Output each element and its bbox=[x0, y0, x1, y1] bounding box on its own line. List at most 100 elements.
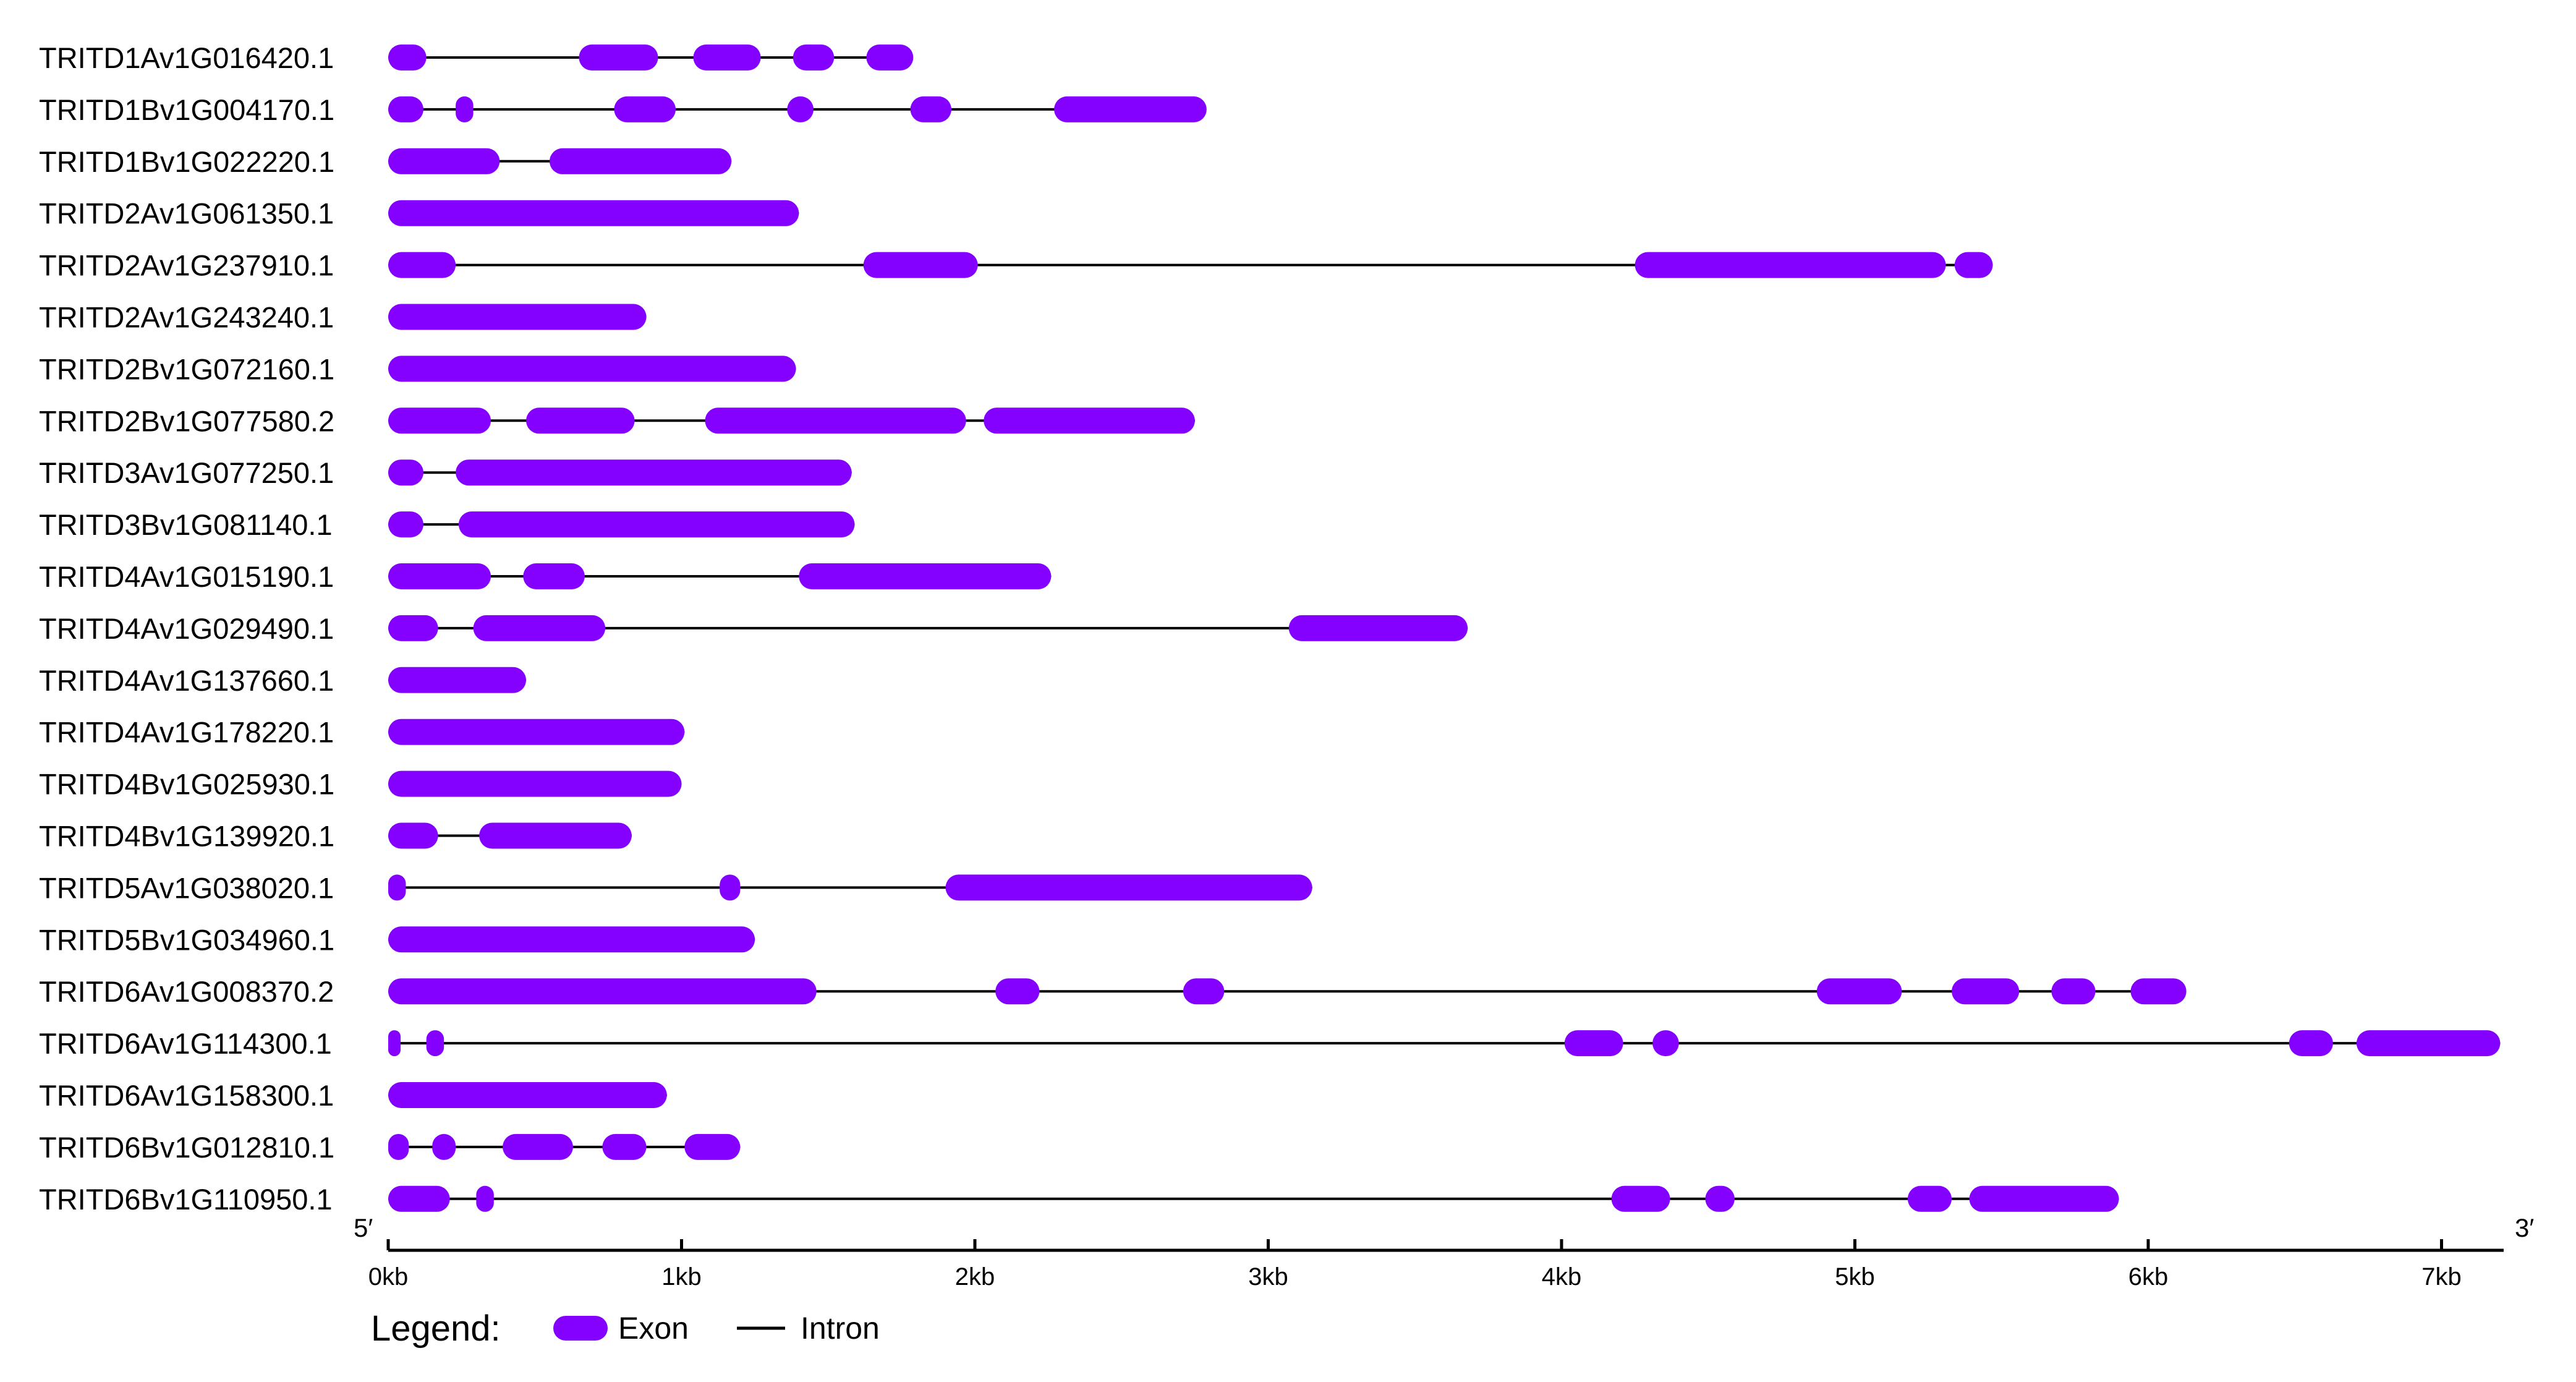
axis-tick-label: 1kb bbox=[661, 1263, 702, 1290]
gene-label: TRITD6Bv1G012810.1 bbox=[39, 1131, 334, 1164]
exon-block bbox=[458, 511, 855, 538]
legend-title: Legend: bbox=[371, 1308, 501, 1349]
gene-label: TRITD4Bv1G025930.1 bbox=[39, 768, 334, 801]
exon-block bbox=[1705, 1185, 1735, 1212]
exon-block bbox=[473, 615, 606, 641]
exon-block bbox=[388, 356, 796, 382]
axis-tick-label: 4kb bbox=[1542, 1263, 1582, 1290]
axis-tick-label: 3kb bbox=[1248, 1263, 1288, 1290]
x-axis: 5′ 3′ 0kb 1kb 2kb 3kb 4kb 5kb 6kb 7kb bbox=[354, 1213, 2534, 1290]
exon-block bbox=[1652, 1030, 1679, 1057]
gene-label: TRITD6Bv1G110950.1 bbox=[39, 1183, 333, 1216]
exon-block bbox=[793, 45, 835, 70]
gene-row: TRITD2Av1G237910.1 bbox=[39, 249, 1993, 282]
gene-row: TRITD2Bv1G072160.1 bbox=[39, 352, 796, 385]
gene-row: TRITD4Bv1G139920.1 bbox=[39, 820, 632, 853]
exon-block bbox=[388, 407, 491, 434]
gene-label: TRITD6Av1G158300.1 bbox=[39, 1079, 334, 1112]
gene-row: TRITD6Av1G158300.1 bbox=[39, 1079, 667, 1112]
legend-intron-label: Intron bbox=[801, 1311, 880, 1346]
exon-block bbox=[523, 563, 585, 589]
exon-block bbox=[2356, 1030, 2501, 1057]
gene-label: TRITD4Av1G029490.1 bbox=[39, 612, 334, 645]
gene-row: TRITD6Bv1G110950.1 bbox=[39, 1183, 2119, 1216]
gene-label: TRITD2Bv1G072160.1 bbox=[39, 352, 334, 385]
exon-block bbox=[1816, 978, 1902, 1005]
gene-label: TRITD6Av1G008370.2 bbox=[39, 975, 334, 1008]
exon-block bbox=[476, 1185, 494, 1212]
exon-block bbox=[388, 304, 647, 330]
gene-row: TRITD2Av1G243240.1 bbox=[39, 301, 647, 334]
exon-block bbox=[984, 407, 1195, 434]
exon-block bbox=[456, 459, 852, 486]
legend-exon-swatch bbox=[553, 1316, 608, 1341]
gene-label: TRITD4Av1G015190.1 bbox=[39, 560, 334, 593]
gene-row: TRITD1Bv1G004170.1 bbox=[39, 93, 1207, 126]
axis-tick-label: 5kb bbox=[1835, 1263, 1875, 1290]
axis-tick-label: 0kb bbox=[368, 1263, 409, 1290]
exon-block bbox=[388, 770, 682, 797]
legend-exon-label: Exon bbox=[618, 1311, 689, 1346]
exon-block bbox=[693, 45, 761, 70]
exon-block bbox=[2130, 978, 2187, 1005]
exon-block bbox=[388, 1030, 401, 1057]
exon-block bbox=[910, 96, 952, 122]
exon-block bbox=[602, 1133, 647, 1160]
exon-block bbox=[1907, 1185, 1952, 1212]
exon-block bbox=[388, 563, 491, 589]
exon-block bbox=[1054, 96, 1207, 122]
gene-row: TRITD3Bv1G081140.1 bbox=[39, 508, 855, 541]
gene-label: TRITD2Bv1G077580.2 bbox=[39, 404, 334, 437]
exon-block bbox=[388, 1185, 450, 1212]
exon-block bbox=[787, 96, 814, 122]
axis-tick-label: 7kb bbox=[2421, 1263, 2462, 1290]
exon-block bbox=[705, 407, 966, 434]
exon-block bbox=[945, 874, 1312, 901]
exon-block bbox=[526, 407, 635, 434]
axis-ticks: 0kb 1kb 2kb 3kb 4kb 5kb 6kb 7kb bbox=[368, 1239, 2462, 1290]
exon-block bbox=[388, 874, 406, 901]
exon-block bbox=[388, 719, 685, 745]
gene-label: TRITD2Av1G237910.1 bbox=[39, 249, 334, 282]
gene-row: TRITD4Av1G029490.1 bbox=[39, 612, 1468, 645]
three-prime-label: 3′ bbox=[2515, 1213, 2534, 1242]
exon-block bbox=[1564, 1030, 1623, 1057]
exon-block bbox=[388, 459, 423, 486]
gene-row: TRITD4Av1G178220.1 bbox=[39, 716, 685, 749]
gene-row: TRITD5Bv1G034960.1 bbox=[39, 923, 755, 956]
gene-row: TRITD2Bv1G077580.2 bbox=[39, 404, 1195, 437]
exon-block bbox=[388, 822, 438, 849]
exon-block bbox=[503, 1133, 573, 1160]
exon-block bbox=[388, 45, 427, 70]
gene-row: TRITD6Av1G114300.1 bbox=[39, 1027, 2501, 1060]
exon-block bbox=[432, 1133, 456, 1160]
exon-block bbox=[388, 1133, 409, 1160]
exon-block bbox=[456, 96, 474, 122]
exon-block bbox=[388, 615, 438, 641]
exon-block bbox=[995, 978, 1040, 1005]
exon-block bbox=[1634, 252, 1946, 278]
genes-layer: TRITD1Av1G016420.1 TRITD1Bv1G004170.1 TRIT… bbox=[39, 41, 2501, 1216]
exon-block bbox=[720, 874, 741, 901]
gene-label: TRITD5Av1G038020.1 bbox=[39, 871, 334, 904]
gene-label: TRITD4Av1G178220.1 bbox=[39, 716, 334, 749]
gene-row: TRITD6Bv1G012810.1 bbox=[39, 1131, 741, 1164]
gene-row: TRITD1Bv1G022220.1 bbox=[39, 145, 732, 178]
exon-block bbox=[1952, 978, 2020, 1005]
exon-block bbox=[799, 563, 1052, 589]
exon-block bbox=[614, 96, 676, 122]
exon-block bbox=[2289, 1030, 2333, 1057]
exon-block bbox=[388, 1082, 667, 1108]
exon-block bbox=[684, 1133, 741, 1160]
gene-label: TRITD1Bv1G022220.1 bbox=[39, 145, 334, 178]
gene-label: TRITD3Av1G077250.1 bbox=[39, 456, 334, 489]
exon-block bbox=[1288, 615, 1468, 641]
gene-row: TRITD4Av1G137660.1 bbox=[39, 664, 527, 697]
exon-block bbox=[2051, 978, 2096, 1005]
exon-block bbox=[388, 978, 817, 1005]
gene-row: TRITD4Bv1G025930.1 bbox=[39, 768, 682, 801]
gene-row: TRITD2Av1G061350.1 bbox=[39, 197, 799, 230]
axis-tick-label: 2kb bbox=[955, 1263, 995, 1290]
exon-block bbox=[1969, 1185, 2119, 1212]
